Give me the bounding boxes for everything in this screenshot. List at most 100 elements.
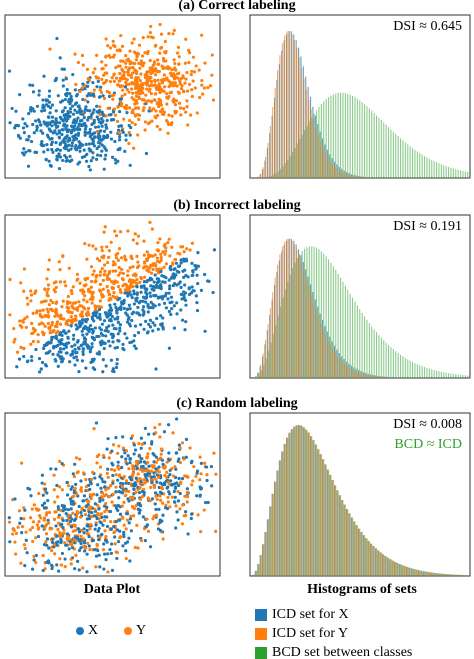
scatter-point	[35, 309, 39, 313]
histogram-bar	[277, 171, 279, 178]
scatter-point	[101, 480, 105, 484]
scatter-point	[61, 158, 65, 163]
scatter-point	[55, 154, 59, 158]
histogram-bar	[377, 376, 379, 378]
scatter-point	[41, 131, 45, 135]
scatter-point	[116, 64, 121, 68]
scatter-point	[75, 536, 80, 540]
scatter-point	[124, 138, 128, 142]
scatter-point	[105, 515, 109, 519]
scatter-point	[77, 504, 81, 509]
scatter-point	[80, 318, 85, 322]
scatter-point	[82, 116, 86, 120]
legend-marker	[76, 627, 84, 635]
histogram-bar	[387, 377, 389, 378]
histogram-bar	[446, 574, 448, 576]
scatter-point	[172, 267, 176, 271]
scatter-point	[100, 515, 104, 519]
histogram-bar	[308, 286, 310, 378]
scatter-point	[90, 345, 94, 349]
scatter-point	[7, 520, 12, 524]
histogram-bar	[262, 353, 264, 378]
histogram-bar	[294, 147, 296, 178]
scatter-point	[126, 273, 130, 278]
scatter-point	[47, 326, 51, 330]
scatter-point	[153, 426, 157, 430]
histogram-bar	[407, 144, 409, 178]
histogram-bar	[311, 117, 313, 178]
histogram-bar	[396, 563, 398, 576]
scatter-point	[85, 532, 89, 536]
scatter-point	[99, 343, 103, 347]
histogram-bar	[398, 564, 400, 576]
histogram-bar	[310, 109, 312, 178]
histogram-bar	[365, 374, 367, 378]
scatter-point	[133, 232, 137, 236]
histogram-bar	[355, 525, 357, 576]
scatter-point	[111, 97, 115, 101]
scatter-point	[114, 365, 119, 370]
scatter-point	[138, 79, 142, 83]
histogram-bar	[281, 451, 283, 576]
scatter-point	[128, 49, 132, 53]
histogram-bar	[358, 528, 360, 576]
scatter-point	[187, 82, 192, 87]
scatter-point	[60, 488, 64, 492]
scatter-point	[48, 106, 53, 110]
histogram-bar	[283, 443, 285, 576]
histogram-bar	[257, 176, 259, 178]
scatter-point	[210, 484, 214, 488]
scatter-point	[162, 265, 166, 269]
scatter-point	[116, 540, 121, 544]
scatter-point	[54, 359, 58, 363]
scatter-point	[167, 346, 172, 350]
histogram-bar	[292, 429, 294, 576]
scatter-point	[70, 304, 74, 308]
histogram-bar	[359, 528, 361, 576]
histogram-bar	[467, 575, 469, 576]
scatter-point	[173, 61, 177, 66]
scatter-points	[7, 417, 218, 574]
scatter-point	[95, 76, 99, 80]
scatter-point	[132, 487, 136, 491]
scatter-points	[8, 220, 217, 374]
scatter-point	[86, 306, 91, 311]
histogram-bar	[448, 166, 450, 178]
histogram-bar	[344, 504, 346, 576]
scatter-point	[163, 280, 167, 284]
scatter-point	[155, 267, 159, 271]
scatter-point	[78, 149, 82, 153]
histogram-bar	[295, 425, 297, 576]
scatter-point	[50, 338, 54, 342]
scatter-point	[188, 248, 192, 252]
histogram-bar	[305, 89, 307, 178]
scatter-point	[116, 320, 120, 324]
scatter-point	[176, 499, 181, 503]
scatter-point	[109, 551, 113, 555]
scatter-point	[54, 141, 58, 145]
histogram-bar	[462, 170, 464, 178]
histogram-bar	[458, 574, 460, 576]
scatter-point	[26, 164, 31, 168]
scatter-point	[153, 323, 157, 327]
scatter-point	[87, 243, 91, 247]
scatter-point	[52, 517, 57, 521]
scatter-point	[134, 298, 138, 302]
scatter-point	[175, 312, 179, 316]
histogram-bar	[348, 363, 350, 378]
histogram-bar	[362, 535, 364, 576]
histogram-bar	[320, 251, 322, 378]
scatter-point	[80, 109, 84, 113]
scatter-point	[75, 119, 79, 123]
scatter-points	[7, 22, 216, 172]
histogram-bar	[269, 133, 271, 178]
scatter-point	[88, 323, 93, 328]
scatter-point	[104, 313, 109, 317]
histogram-bar	[416, 569, 418, 576]
scatter-point	[83, 130, 87, 134]
histogram-bar	[322, 459, 324, 576]
scatter-point	[158, 22, 162, 27]
histogram-bar	[371, 543, 373, 576]
histogram-bar	[306, 247, 308, 378]
scatter-point	[69, 319, 73, 323]
